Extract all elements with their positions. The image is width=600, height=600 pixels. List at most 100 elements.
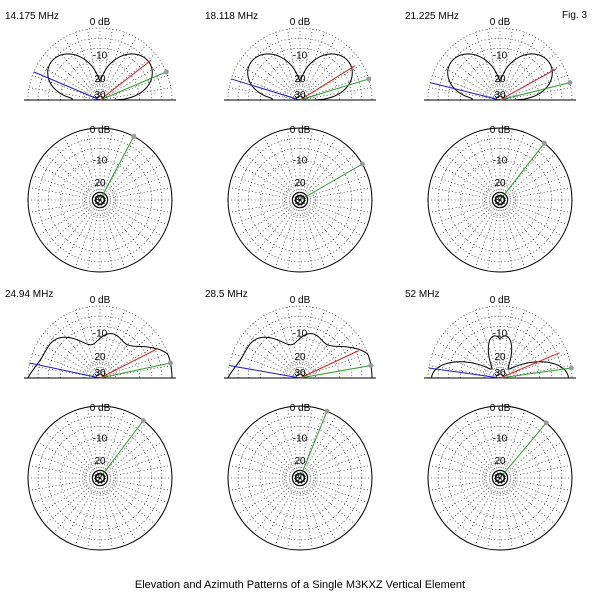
azimuth-plot: 0 dB -10 20 30 (27, 125, 173, 273)
panel-6: 52 MHz 0 dB -10 20 30 0 dB -10 20 30 (405, 289, 576, 551)
azimuth-center (291, 469, 309, 487)
azimuth-ring (93, 193, 107, 207)
ring-label-10: -10 (93, 433, 108, 444)
panel-2: 18.118 MHz 0 dB -10 20 30 0 dB -10 20 30 (205, 11, 376, 273)
azimuth-spoke (32, 175, 101, 201)
azimuth-spoke (237, 199, 301, 237)
azimuth-spoke (237, 441, 301, 479)
ring-label-20: 20 (494, 74, 506, 85)
azimuth-ring (293, 471, 307, 485)
elevation-ring (283, 361, 317, 379)
azimuth-center (491, 191, 509, 209)
azimuth-spoke (237, 477, 301, 515)
azimuth-spoke (463, 415, 501, 479)
azimuth-spoke (232, 175, 301, 201)
azimuth-spoke (299, 465, 371, 479)
azimuth-spoke (99, 441, 163, 479)
takeoff-marker (167, 360, 173, 366)
frequency-label: 52 MHz (405, 289, 439, 300)
azimuth-pattern (27, 405, 173, 551)
panel-5: 28.5 MHz 0 dB -10 20 30 0 dB -10 20 30 (205, 289, 376, 551)
azimuth-plot: 0 dB -10 20 30 (427, 125, 573, 273)
elevation-ring (83, 361, 117, 379)
azimuth-spoke (29, 477, 101, 491)
line-blue (430, 82, 501, 101)
azimuth-ring (260, 438, 340, 518)
azimuth-spoke (29, 187, 101, 201)
azimuth-spoke (429, 199, 501, 213)
azimuth-spoke (75, 477, 101, 546)
azimuth-spoke (229, 465, 301, 479)
azimuth-spoke (229, 477, 301, 491)
elevation-ring (83, 83, 117, 101)
azimuth-spoke (299, 477, 363, 515)
ring-label-0db: 0 dB (290, 17, 311, 28)
ring-label-10: -10 (293, 328, 308, 339)
azimuth-spoke (75, 199, 101, 268)
ring-label-30: 30 (294, 195, 306, 206)
azimuth-spoke (87, 199, 101, 271)
azimuth-ring (260, 160, 340, 240)
elevation-spoke (99, 87, 171, 101)
azimuth-spoke (87, 477, 101, 549)
azimuth-spoke (299, 199, 371, 213)
elevation-pattern (27, 333, 173, 379)
panel-1: 14.175 MHz 0 dB -10 20 30 0 dB -10 20 30 (5, 11, 176, 273)
ring-label-30: 30 (94, 90, 106, 101)
ring-label-0db: 0 dB (90, 403, 111, 414)
azimuth-line-green (99, 136, 135, 201)
azimuth-spoke (437, 477, 501, 515)
azimuth-spoke (99, 199, 113, 271)
azimuth-spoke (475, 477, 501, 546)
elevation-spoke (437, 341, 501, 379)
azimuth-ring (93, 471, 107, 485)
elevation-spoke (29, 87, 101, 101)
ring-label-30: 30 (494, 90, 506, 101)
azimuth-spoke (499, 199, 513, 271)
ring-label-30: 30 (94, 368, 106, 379)
elevation-pattern (247, 53, 353, 101)
azimuth-ring (493, 471, 507, 485)
azimuth-spoke (63, 137, 101, 201)
ring-label-10: -10 (293, 433, 308, 444)
elevation-plot: 0 dB -10 20 30 (224, 295, 376, 379)
ring-label-20: 20 (294, 456, 306, 467)
ring-label-10: -10 (493, 50, 508, 61)
azimuth-spoke (499, 477, 571, 491)
ring-label-0db: 0 dB (90, 295, 111, 306)
azimuth-center-inner (294, 472, 306, 484)
azimuth-spoke (37, 477, 101, 515)
azimuth-spoke (429, 465, 501, 479)
azimuth-spoke (99, 199, 137, 263)
azimuth-spoke (263, 199, 301, 263)
ring-label-10: -10 (293, 50, 308, 61)
azimuth-ring (493, 193, 507, 207)
panel-3: 21.225 MHz 0 dB -10 20 30 0 dB -10 20 30 (405, 11, 576, 273)
ring-label-20: 20 (94, 178, 106, 189)
azimuth-line-green (99, 420, 144, 479)
azimuth-spoke (63, 199, 101, 263)
elevation-spoke (37, 341, 101, 379)
ring-label-10: -10 (493, 433, 508, 444)
azimuth-pattern (227, 405, 373, 551)
line-red (299, 350, 359, 379)
line-red (99, 348, 158, 379)
azimuth-spoke (263, 137, 301, 201)
azimuth-spoke (429, 477, 501, 491)
takeoff-line-green (99, 362, 171, 379)
ring-label-30: 30 (494, 195, 506, 206)
line-blue (33, 71, 101, 101)
azimuth-spoke (487, 477, 501, 549)
azimuth-plot: 0 dB -10 20 30 (27, 403, 173, 551)
azimuth-spoke (99, 477, 163, 515)
azimuth-ring (83, 183, 117, 217)
ring-label-30: 30 (294, 473, 306, 484)
azimuth-center (91, 191, 109, 209)
azimuth-spoke (299, 441, 363, 479)
frequency-label: 28.5 MHz (205, 289, 248, 300)
azimuth-center (91, 469, 109, 487)
frequency-label: 24.94 MHz (5, 289, 53, 300)
takeoff-marker (567, 80, 573, 86)
takeoff-line-green (499, 367, 572, 379)
azimuth-spoke (99, 187, 171, 201)
